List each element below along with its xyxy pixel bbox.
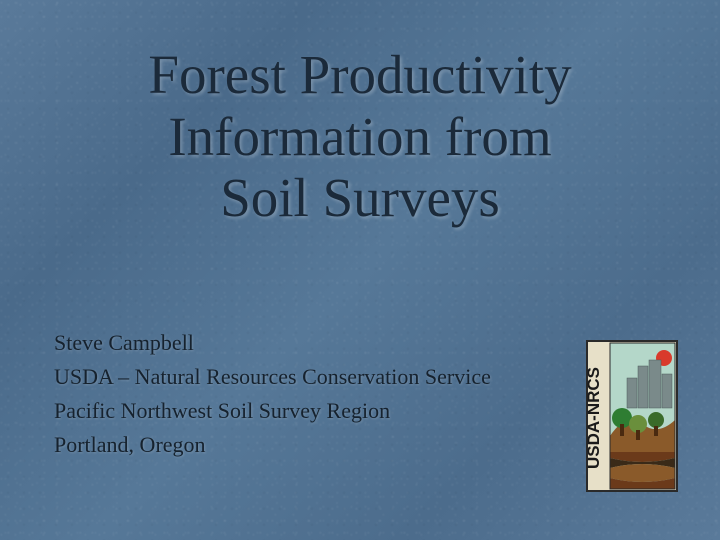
usda-nrcs-logo: USDA-NRCS bbox=[586, 340, 678, 492]
slide-title: Forest Productivity Information from Soi… bbox=[60, 44, 660, 229]
byline-region: Pacific Northwest Soil Survey Region bbox=[54, 394, 491, 428]
logo-svg: USDA-NRCS bbox=[586, 340, 678, 492]
title-line-2: Information from bbox=[168, 106, 551, 167]
title-line-3: Soil Surveys bbox=[220, 167, 500, 228]
byline-author: Steve Campbell bbox=[54, 326, 491, 360]
logo-label-text: USDA-NRCS bbox=[586, 367, 603, 469]
byline-org: USDA – Natural Resources Conservation Se… bbox=[54, 360, 491, 394]
slide: Forest Productivity Information from Soi… bbox=[0, 0, 720, 540]
byline-block: Steve Campbell USDA – Natural Resources … bbox=[54, 326, 491, 462]
soil-layers-icon bbox=[610, 452, 675, 489]
byline-location: Portland, Oregon bbox=[54, 428, 491, 462]
title-line-1: Forest Productivity bbox=[148, 44, 571, 105]
